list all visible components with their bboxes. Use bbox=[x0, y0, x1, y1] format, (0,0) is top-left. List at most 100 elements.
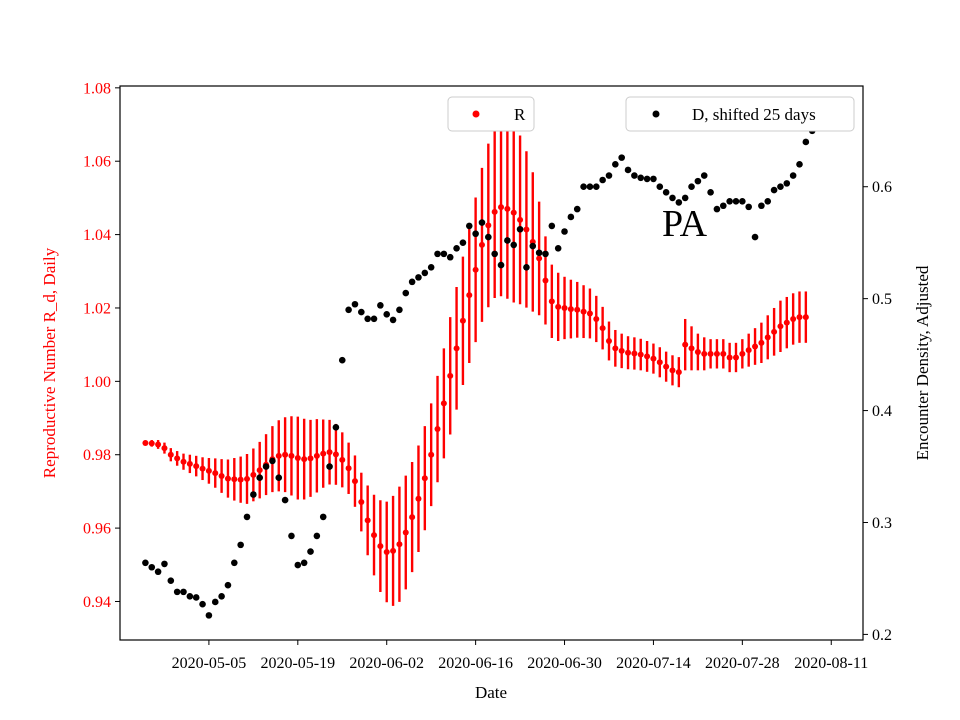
r-point bbox=[637, 351, 644, 358]
d-point bbox=[516, 225, 524, 233]
d-point bbox=[332, 424, 340, 431]
r-point bbox=[567, 306, 574, 313]
d-point bbox=[497, 261, 505, 269]
d-point bbox=[288, 532, 295, 540]
r-point bbox=[790, 315, 797, 322]
r-point bbox=[294, 455, 301, 462]
d-point bbox=[694, 177, 702, 185]
r-point bbox=[371, 532, 378, 539]
d-point bbox=[142, 559, 149, 567]
d-point bbox=[548, 222, 556, 230]
r-point bbox=[345, 465, 352, 472]
r-point bbox=[745, 347, 752, 354]
r-point bbox=[320, 450, 327, 457]
d-point bbox=[192, 594, 200, 601]
d-point bbox=[624, 166, 632, 174]
r-point bbox=[447, 372, 454, 379]
y-axis-title-right: Encounter Density, Adjusted bbox=[913, 265, 932, 460]
x-tick-label: 2020-06-02 bbox=[349, 655, 424, 672]
r-point bbox=[142, 439, 149, 446]
d-point bbox=[383, 311, 391, 318]
r-point bbox=[542, 277, 549, 284]
d-point bbox=[504, 237, 511, 244]
d-point bbox=[402, 289, 410, 297]
d-point bbox=[370, 315, 378, 323]
r-point bbox=[612, 345, 619, 352]
d-point bbox=[205, 612, 213, 619]
r-point bbox=[732, 354, 739, 361]
d-point bbox=[656, 183, 664, 191]
r-point bbox=[586, 310, 593, 317]
d-point bbox=[751, 233, 759, 241]
r-point bbox=[536, 255, 543, 262]
r-point bbox=[453, 345, 460, 352]
d-point bbox=[535, 249, 543, 257]
legend-d-label: D, shifted 25 days bbox=[692, 105, 816, 124]
r-point bbox=[326, 449, 333, 456]
d-point bbox=[567, 213, 575, 221]
d-point bbox=[186, 593, 194, 600]
r-point bbox=[409, 514, 416, 521]
d-point bbox=[434, 250, 441, 258]
r-point bbox=[605, 337, 612, 344]
r-point bbox=[663, 363, 670, 370]
d-point bbox=[643, 175, 651, 183]
y-right-tick-label: 0.4 bbox=[872, 403, 892, 420]
y-right-tick-label: 0.6 bbox=[872, 179, 892, 196]
d-point bbox=[713, 205, 721, 213]
r-point bbox=[186, 460, 193, 467]
r-point bbox=[205, 467, 212, 474]
r-point bbox=[288, 452, 295, 459]
r-point bbox=[212, 470, 219, 477]
r-point bbox=[498, 204, 505, 211]
d-point bbox=[707, 189, 714, 196]
d-point bbox=[732, 197, 740, 205]
r-point bbox=[472, 266, 479, 273]
d-point bbox=[777, 183, 784, 191]
legend-d-box bbox=[625, 96, 855, 132]
r-point bbox=[593, 315, 600, 322]
d-point bbox=[446, 253, 454, 261]
d-point bbox=[650, 175, 657, 183]
d-point bbox=[161, 560, 168, 568]
r-point bbox=[148, 440, 155, 447]
d-point bbox=[307, 548, 314, 555]
d-point bbox=[364, 315, 371, 323]
d-point bbox=[262, 463, 270, 470]
d-point bbox=[167, 577, 175, 584]
d-point bbox=[592, 183, 600, 191]
d-point bbox=[465, 222, 473, 230]
d-point bbox=[269, 457, 276, 465]
x-tick-label: 2020-05-19 bbox=[260, 655, 335, 672]
r-point bbox=[523, 226, 530, 233]
d-point bbox=[554, 244, 562, 252]
d-point bbox=[618, 154, 625, 161]
x-tick-label: 2020-06-30 bbox=[527, 655, 602, 672]
r-point bbox=[669, 367, 676, 374]
d-point bbox=[326, 463, 333, 470]
r-point bbox=[193, 463, 200, 470]
d-point bbox=[459, 239, 467, 246]
d-point bbox=[573, 205, 581, 213]
legend-r-marker bbox=[472, 110, 480, 118]
d-point bbox=[148, 563, 156, 571]
d-point bbox=[561, 228, 568, 235]
r-point bbox=[802, 314, 809, 321]
d-point bbox=[662, 189, 670, 196]
r-point bbox=[726, 354, 733, 361]
r-point bbox=[390, 547, 397, 554]
legend-r: R bbox=[447, 96, 535, 132]
r-point bbox=[599, 325, 606, 332]
r-point bbox=[199, 465, 206, 472]
d-point bbox=[275, 474, 283, 482]
r-point bbox=[256, 467, 263, 474]
d-point bbox=[669, 194, 676, 202]
d-point bbox=[758, 202, 765, 210]
r-point bbox=[510, 209, 517, 216]
r-point bbox=[307, 455, 314, 462]
d-point bbox=[580, 183, 587, 191]
d-point bbox=[415, 274, 422, 281]
d-point bbox=[218, 593, 225, 600]
d-point bbox=[783, 180, 791, 187]
